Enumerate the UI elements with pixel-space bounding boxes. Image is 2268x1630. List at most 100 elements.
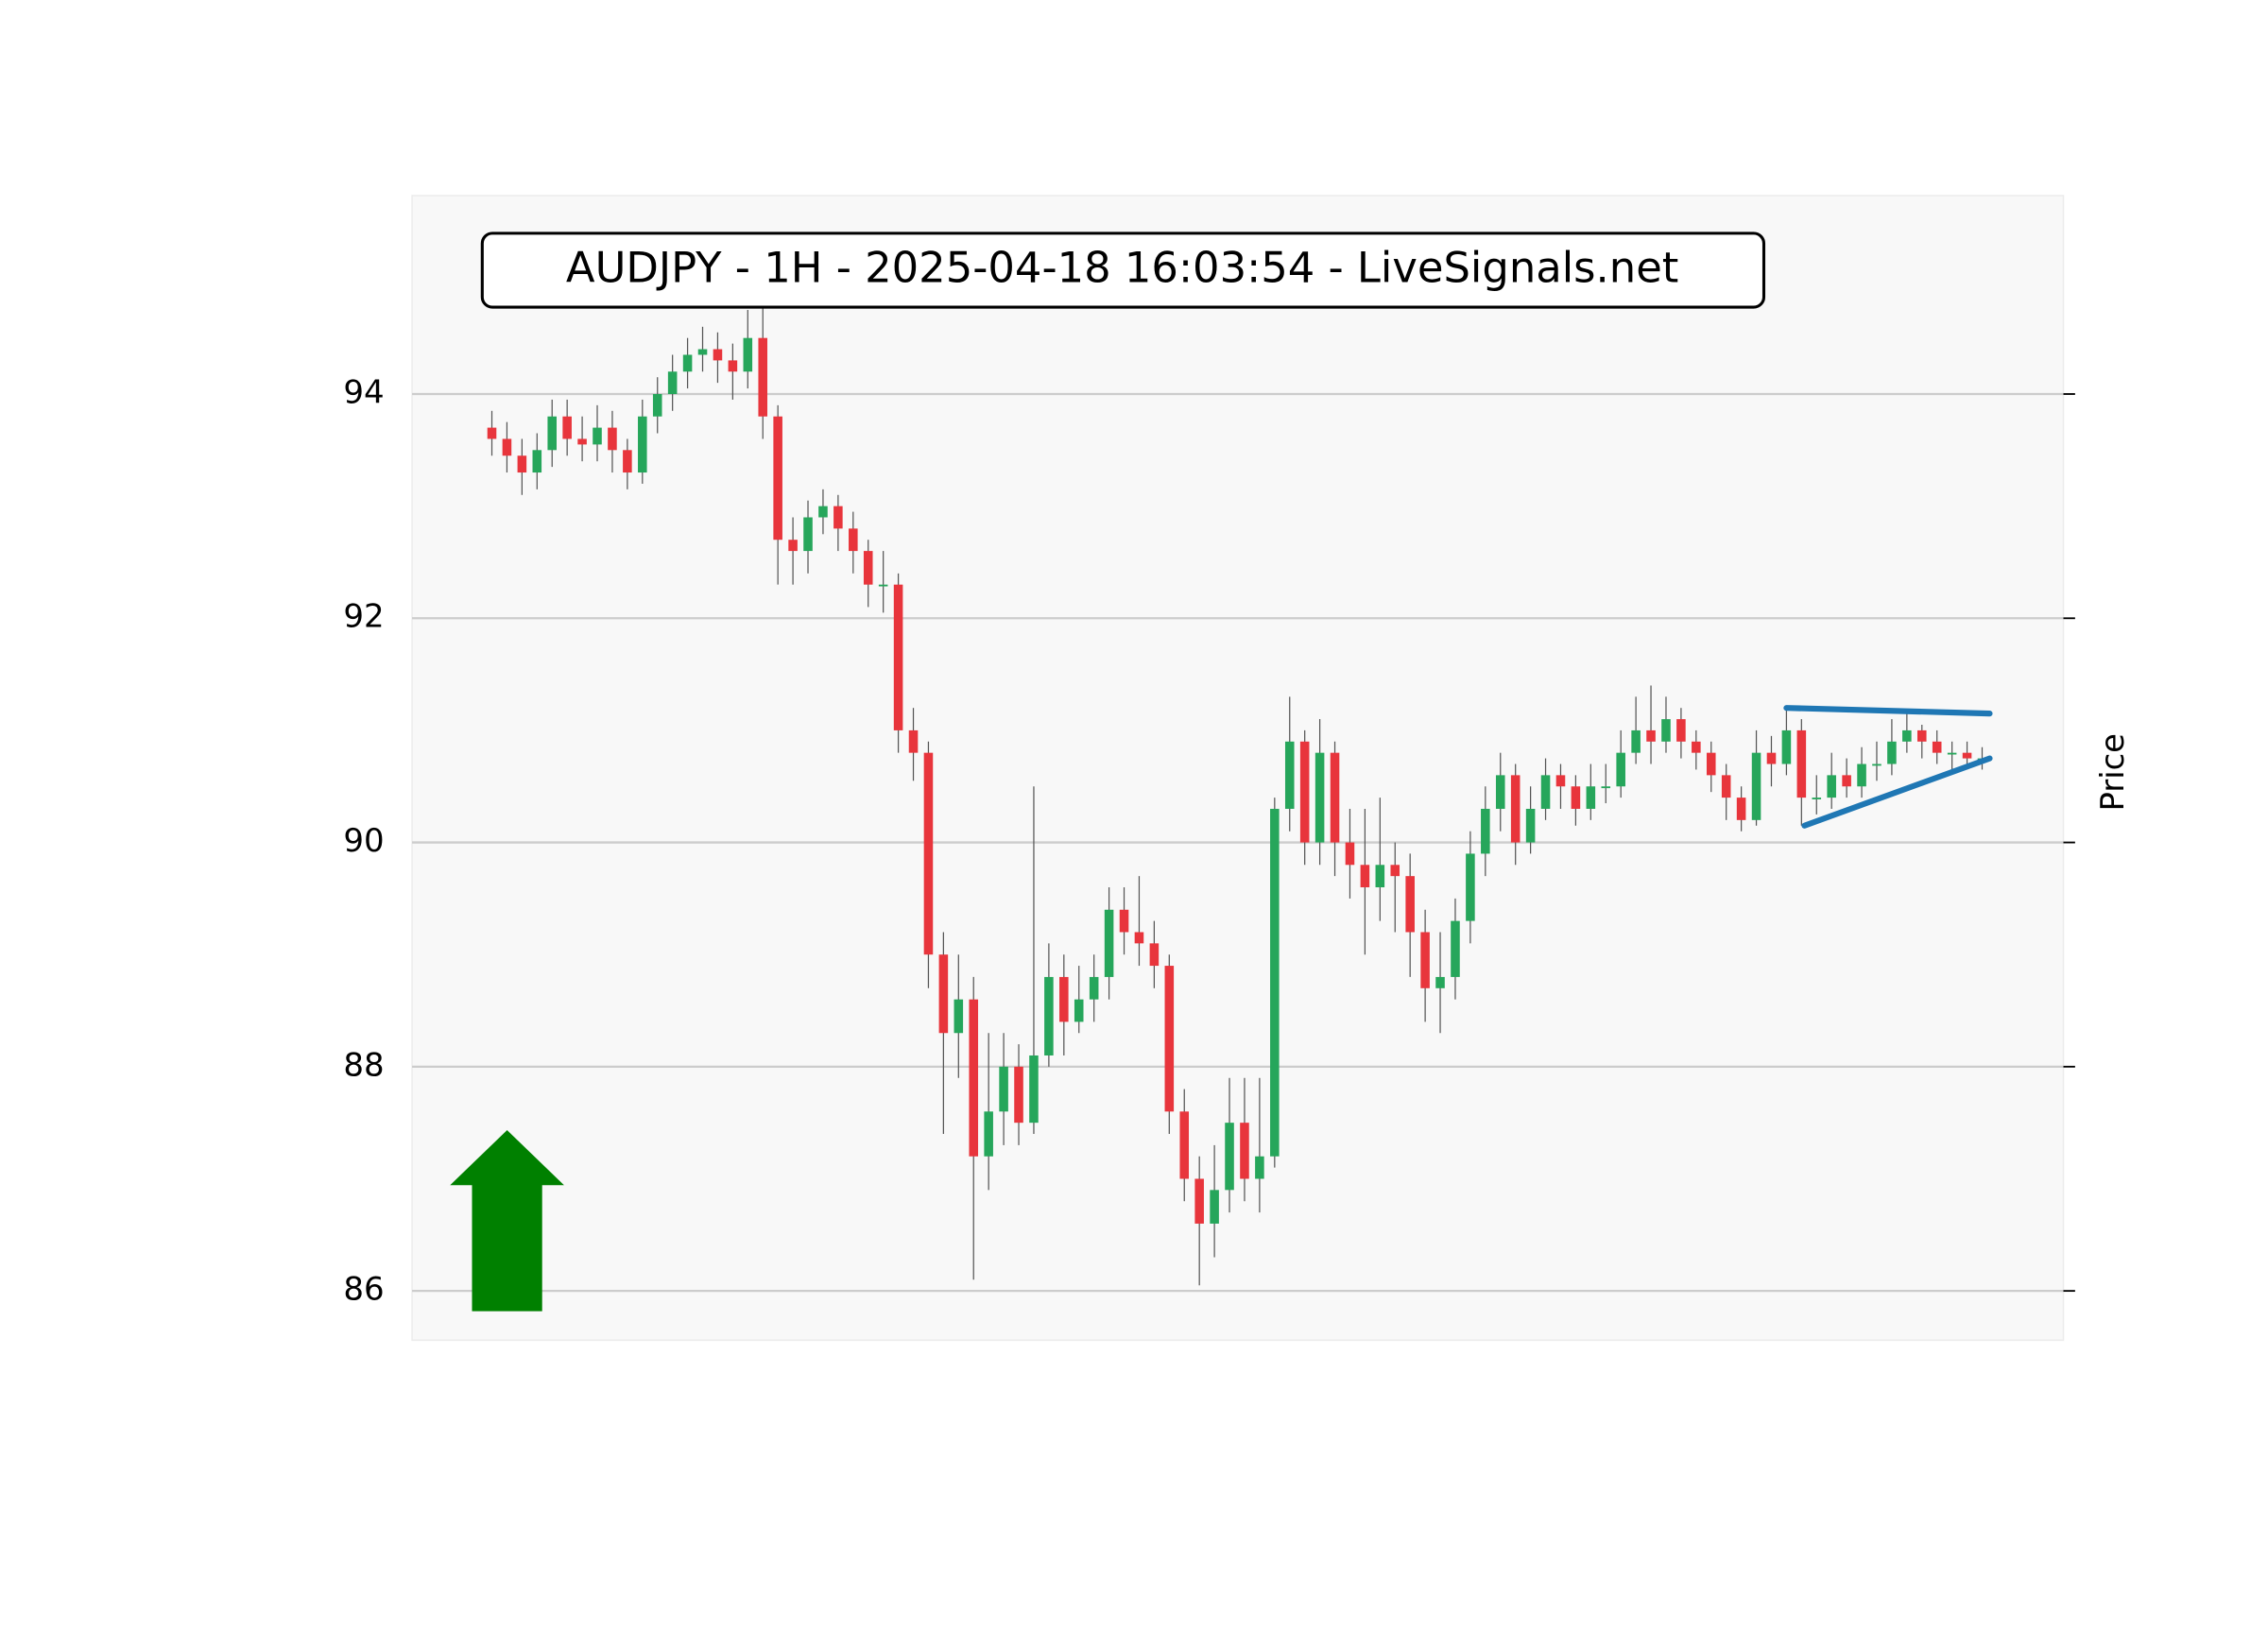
candle-body: [1646, 729, 1656, 742]
y-tick-label: 94: [343, 374, 384, 411]
y-tick-label: 90: [343, 822, 384, 859]
candle-body: [1044, 976, 1054, 1055]
candle-body: [1405, 876, 1415, 933]
candle-body: [1029, 1055, 1039, 1124]
candle-body: [1962, 752, 1972, 759]
candle-body: [1270, 808, 1280, 1157]
candle-body: [608, 427, 617, 451]
chart-title: AUDJPY - 1H - 2025-04-18 16:03:54 - Live…: [566, 244, 1678, 293]
candle-body: [1345, 842, 1355, 866]
candle-body: [1299, 741, 1310, 843]
candle-body: [577, 438, 587, 445]
candle-body: [969, 999, 979, 1157]
candle-body: [758, 337, 768, 417]
candle-body: [1916, 729, 1927, 742]
candle-body: [1601, 786, 1611, 789]
candle-body: [1059, 976, 1069, 1022]
candle-body: [999, 1066, 1008, 1112]
title-box: [480, 232, 1766, 309]
candle-body: [1751, 752, 1761, 820]
candle-body: [1571, 786, 1581, 809]
candle-body: [1089, 976, 1099, 1000]
candle-body: [1887, 741, 1897, 764]
signal-arrow: [450, 1130, 564, 1312]
candle-body: [1375, 865, 1385, 888]
candle-body: [1857, 764, 1866, 787]
candle-body: [1827, 775, 1836, 798]
candle-body: [1330, 752, 1340, 843]
candle-body: [517, 455, 527, 473]
plot-layer: 86 88 90 92 94: [343, 304, 2075, 1308]
plot-area: [411, 195, 2065, 1342]
candle-body: [1420, 932, 1430, 988]
candle-body: [562, 416, 572, 439]
candle-body: [1451, 920, 1460, 977]
candle-body: [1555, 775, 1566, 787]
candle-body: [1766, 752, 1777, 764]
candle-body: [1014, 1066, 1023, 1124]
candle-body: [1676, 719, 1686, 742]
candle-body: [1360, 865, 1370, 888]
candle-body: [849, 528, 858, 552]
candle-body: [1796, 729, 1807, 798]
candle-body: [1104, 909, 1114, 977]
candle-body: [773, 416, 782, 540]
candle-body: [908, 729, 919, 753]
candle-body: [1721, 775, 1731, 798]
candle-body: [1119, 909, 1129, 933]
candle-body: [487, 427, 497, 439]
candle-body: [1134, 932, 1144, 944]
candle-body: [1525, 808, 1536, 843]
candle-body: [1074, 999, 1084, 1022]
candle-body: [1540, 775, 1551, 809]
candle-body: [1390, 865, 1400, 877]
candle-body: [1495, 775, 1505, 809]
candle-body: [1314, 752, 1325, 843]
candle-body: [502, 438, 512, 456]
trend-line: [1783, 705, 1993, 717]
candle-body: [1255, 1156, 1264, 1179]
candle-body: [923, 752, 934, 955]
candle-body: [697, 349, 708, 355]
candle-body: [1736, 798, 1746, 820]
candle-body: [667, 371, 678, 394]
candle-body: [1586, 786, 1596, 809]
candle-body: [532, 450, 542, 473]
candle-body: [893, 584, 903, 730]
candle-body: [803, 517, 813, 552]
candle-body: [938, 954, 949, 1034]
candle-body: [1631, 729, 1641, 753]
y-axis-label: Price: [2094, 733, 2131, 811]
candle-body: [954, 999, 964, 1034]
candle-body: [863, 551, 873, 585]
candle-body: [1510, 775, 1521, 843]
candle-body: [1932, 741, 1942, 753]
candle-body: [1781, 729, 1792, 764]
candle-body: [1284, 741, 1295, 809]
candle-body: [788, 540, 798, 552]
candle-body: [1872, 764, 1881, 766]
candle-body: [1481, 808, 1490, 854]
candle-body: [623, 450, 632, 473]
candle-body: [1706, 752, 1716, 776]
candle-body: [638, 416, 647, 473]
candle-body: [1149, 943, 1160, 967]
candle-body: [1240, 1123, 1249, 1179]
candle-body: [547, 416, 558, 451]
candle-body: [1435, 976, 1445, 988]
candle-body: [1616, 752, 1625, 787]
trend-line: [1801, 755, 1993, 829]
candle-body: [1842, 775, 1851, 787]
y-tick-label: 88: [343, 1046, 384, 1083]
candle-body: [1194, 1178, 1204, 1224]
candle-body: [1947, 752, 1957, 755]
candle-body: [682, 354, 693, 372]
candle-body: [1179, 1111, 1190, 1179]
candle-body: [1902, 729, 1912, 742]
y-tick-label: 92: [343, 598, 384, 635]
candle-body: [1692, 741, 1701, 753]
candle-body: [593, 427, 602, 445]
candle-body: [713, 349, 723, 361]
candle-body: [1466, 853, 1475, 921]
